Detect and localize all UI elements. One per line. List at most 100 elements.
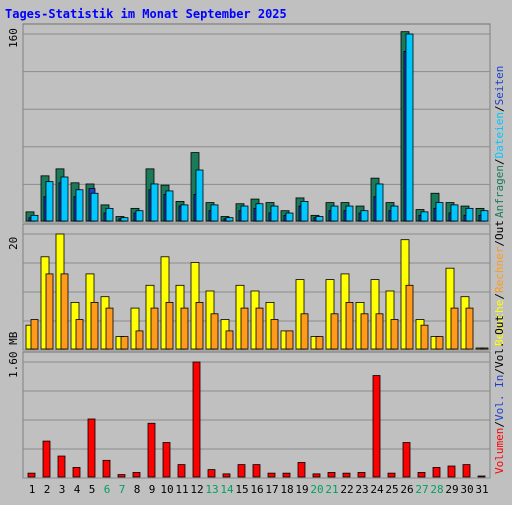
legend-entry: Dateien xyxy=(493,112,506,158)
bar-rechner xyxy=(405,284,414,350)
bar-volumen xyxy=(72,467,81,478)
x-tick-label: 17 xyxy=(265,483,278,496)
bar-volumen xyxy=(447,465,456,478)
bar-dateien xyxy=(255,203,264,222)
bar-volumen xyxy=(192,361,201,478)
bar-dateien xyxy=(75,189,84,222)
legend: Besuche/Rechner/Out xyxy=(493,220,506,346)
bar-rechner xyxy=(375,313,384,350)
x-tick-label: 23 xyxy=(355,483,368,496)
bar-volumen xyxy=(102,459,111,478)
legend-entry: / xyxy=(493,368,506,375)
bar-volumen xyxy=(402,442,411,478)
x-tick-label: 20 xyxy=(310,483,323,496)
x-tick-label: 29 xyxy=(445,483,458,496)
bar-rechner xyxy=(315,336,324,350)
bar-dateien xyxy=(105,207,114,222)
bar-volumen xyxy=(267,472,276,478)
bar-rechner xyxy=(120,336,129,350)
bar-volumen xyxy=(42,440,51,478)
x-tick-label: 18 xyxy=(280,483,293,496)
bar-rechner xyxy=(360,313,369,350)
bar-rechner xyxy=(60,273,69,350)
bar-volumen xyxy=(387,472,396,478)
x-tick-label: 3 xyxy=(59,483,66,496)
panel-frame xyxy=(22,351,491,479)
x-tick-label: 11 xyxy=(175,483,188,496)
chart-title: Tages-Statistik im Monat September 2025 xyxy=(5,7,287,21)
x-tick-label: 12 xyxy=(190,483,203,496)
bar-volumen xyxy=(372,375,381,478)
legend-entry: Out xyxy=(493,220,506,240)
bar-dateien xyxy=(90,192,99,222)
x-tick-label: 24 xyxy=(370,483,384,496)
bar-volumen xyxy=(342,472,351,478)
bar-dateien xyxy=(240,205,249,222)
bar-volumen xyxy=(432,467,441,478)
bar-rechner xyxy=(285,330,294,350)
bar-dateien xyxy=(315,216,324,222)
x-tick-label: 16 xyxy=(250,483,263,496)
bar-volumen xyxy=(117,474,126,478)
bar-volumen xyxy=(222,473,231,478)
bar-volumen xyxy=(57,455,66,478)
bar-volumen xyxy=(27,472,36,478)
bar-rechner xyxy=(210,313,219,350)
x-tick-label: 1 xyxy=(29,483,36,496)
x-tick-label: 31 xyxy=(475,483,488,496)
x-tick-label: 6 xyxy=(104,483,111,496)
legend-entry: / xyxy=(493,421,506,428)
bar-dateien xyxy=(300,200,309,222)
bar-besuche xyxy=(130,307,140,350)
x-tick-label: 25 xyxy=(385,483,398,496)
x-tick-label: 10 xyxy=(160,483,173,496)
bar-dateien xyxy=(375,183,384,222)
x-tick-label: 15 xyxy=(235,483,248,496)
bar-rechner xyxy=(420,324,429,350)
bar-dateien xyxy=(150,183,159,222)
bar-rechner xyxy=(225,330,234,350)
bar-dateien xyxy=(405,33,414,222)
x-tick-label: 7 xyxy=(119,483,126,496)
legend-entry: Rechner xyxy=(493,246,506,293)
x-tick-label: 30 xyxy=(460,483,473,496)
bar-volumen xyxy=(357,472,366,478)
legend-entry: Vol. Out xyxy=(493,315,506,368)
bar-volumen xyxy=(147,422,156,478)
bar-rechner xyxy=(195,301,204,350)
bar-dateien xyxy=(30,214,39,222)
bar-dateien xyxy=(450,204,459,222)
legend-entry: Volumen xyxy=(493,428,506,474)
bar-volumen xyxy=(177,464,186,478)
legend: Anfragen/Dateien/Seiten xyxy=(493,66,506,218)
bar-rechner xyxy=(75,319,84,350)
y-axis-max-label: 20 xyxy=(7,237,20,250)
bar-rechner xyxy=(300,313,309,350)
legend-entry: Seiten xyxy=(493,66,506,106)
bar-dateien xyxy=(165,190,174,222)
bar-dateien xyxy=(390,205,399,222)
x-tick-label: 14 xyxy=(220,483,234,496)
bar-rechner xyxy=(480,347,489,350)
bar-rechner xyxy=(450,307,459,350)
legend: Volumen/Vol. In/Vol. Out xyxy=(493,315,506,474)
bar-volumen xyxy=(312,473,321,478)
bar-rechner xyxy=(180,307,189,350)
bar-dateien xyxy=(465,207,474,222)
bar-rechner xyxy=(45,273,54,350)
bar-volumen xyxy=(282,472,291,478)
bar-rechner xyxy=(465,307,474,350)
bar-volumen xyxy=(132,472,141,478)
legend-entry: / xyxy=(493,240,506,247)
x-tick-label: 9 xyxy=(149,483,156,496)
bar-volumen xyxy=(417,472,426,478)
bar-rechner xyxy=(135,330,144,350)
x-tick-label: 13 xyxy=(205,483,218,496)
bar-dateien xyxy=(345,205,354,222)
bar-rechner xyxy=(255,307,264,350)
bar-volumen xyxy=(207,469,216,478)
legend-entry: Anfragen xyxy=(493,165,506,218)
bar-dateien xyxy=(285,212,294,222)
